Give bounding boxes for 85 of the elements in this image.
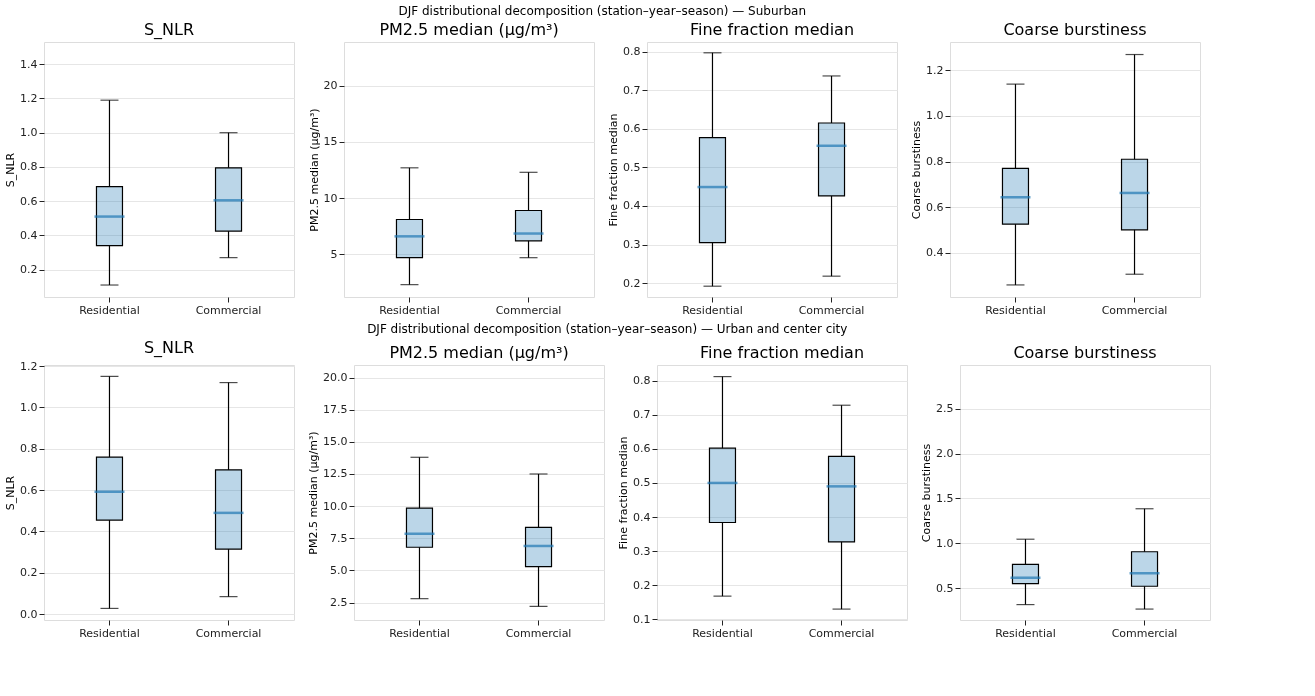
- y-tick-label: 1.5: [936, 491, 954, 505]
- y-tick-label: 10: [323, 191, 338, 205]
- y-tick-label: 0.6: [20, 483, 38, 497]
- y-tick-label: 20: [323, 79, 338, 93]
- y-tick-label: 0.4: [623, 199, 641, 213]
- y-tick-label: 0.6: [623, 122, 641, 136]
- x-tick-label: Residential: [682, 303, 743, 317]
- y-tick-label: 0.2: [623, 276, 641, 290]
- y-axis-title: Coarse burstiness: [910, 120, 924, 220]
- y-tick-label: 20.0: [323, 371, 348, 385]
- y-tick-label: 7.5: [330, 531, 348, 545]
- y-tick-label: 0.4: [20, 524, 38, 538]
- y-tick-label: 15.0: [323, 435, 348, 449]
- y-tick-label: 0.4: [633, 510, 651, 524]
- x-tick-label: Commercial: [505, 626, 572, 640]
- x-tick-label: Residential: [79, 303, 140, 317]
- y-tick-label: 1.2: [926, 63, 944, 77]
- y-axis-title: S_NLR: [4, 475, 18, 511]
- y-tick-label: 1.4: [20, 57, 38, 71]
- y-tick-label: 1.0: [20, 400, 38, 414]
- y-tick-label: 0.3: [623, 238, 641, 252]
- y-tick-label: 0.6: [20, 194, 38, 208]
- chart-title: S_NLR: [143, 338, 195, 359]
- y-axis-title: S_NLR: [4, 152, 18, 188]
- text: DJF distributional decomposition (station–year–season) — Suburban: [398, 3, 807, 18]
- x-tick-label: Commercial: [495, 303, 562, 317]
- y-tick-label: 0.6: [633, 442, 651, 456]
- text: DJF distributional decomposition (station–year–season) — Urban and center city: [367, 321, 848, 336]
- y-tick-label: 15: [323, 135, 338, 149]
- y-tick-label: 1.0: [20, 126, 38, 140]
- y-tick-label: 2.0: [936, 447, 954, 461]
- chart-title: Coarse burstiness: [1013, 343, 1157, 362]
- chart-title: Fine fraction median: [699, 343, 865, 362]
- y-tick-label: 0.8: [623, 45, 641, 59]
- y-tick-label: 1.0: [926, 109, 944, 123]
- y-tick-label: 0.6: [926, 200, 944, 214]
- y-tick-label: 0.8: [20, 442, 38, 456]
- y-tick-label: 10.0: [323, 499, 348, 513]
- y-tick-label: 1.2: [20, 91, 38, 105]
- x-tick-label: Commercial: [1101, 303, 1168, 317]
- y-tick-label: 0.8: [633, 374, 651, 388]
- y-tick-label: 5: [330, 247, 338, 261]
- x-tick-label: Commercial: [798, 303, 865, 317]
- x-tick-label: Commercial: [195, 303, 262, 317]
- chart-title: Coarse burstiness: [1003, 20, 1147, 39]
- y-tick-label: 0.2: [633, 578, 651, 592]
- y-tick-label: 0.5: [623, 160, 641, 174]
- y-tick-label: 0.8: [926, 155, 944, 169]
- y-tick-label: 0.3: [633, 544, 651, 558]
- y-tick-label: 0.0: [20, 607, 38, 621]
- y-tick-label: 5.0: [330, 563, 348, 577]
- chart-title: S_NLR: [143, 20, 195, 40]
- x-tick-label: Residential: [692, 626, 753, 640]
- y-tick-label: 1.2: [20, 359, 38, 373]
- y-axis-title: Fine fraction median: [607, 113, 621, 227]
- y-tick-label: 0.8: [20, 160, 38, 174]
- y-tick-label: 12.5: [323, 467, 348, 481]
- y-tick-label: 0.5: [633, 476, 651, 490]
- x-tick-label: Commercial: [195, 626, 262, 640]
- y-tick-label: 0.5: [936, 581, 954, 595]
- x-tick-label: Residential: [389, 626, 450, 640]
- chart-title: PM2.5 median (µg/m³): [379, 20, 559, 39]
- x-tick-label: Residential: [79, 626, 140, 640]
- y-tick-label: 2.5: [330, 596, 348, 610]
- chart-title: PM2.5 median (µg/m³): [389, 343, 569, 362]
- x-tick-label: Residential: [985, 303, 1046, 317]
- x-tick-label: Residential: [995, 626, 1056, 640]
- y-tick-label: 0.4: [926, 246, 944, 260]
- x-tick-label: Residential: [379, 303, 440, 317]
- y-tick-label: 0.1: [633, 612, 651, 626]
- y-tick-label: 1.0: [936, 536, 954, 550]
- y-tick-label: 0.7: [633, 408, 651, 422]
- y-axis-title: PM2.5 median (µg/m³): [307, 431, 321, 555]
- y-tick-label: 0.2: [20, 566, 38, 580]
- x-tick-label: Commercial: [808, 626, 875, 640]
- y-tick-label: 0.4: [20, 228, 38, 242]
- y-tick-label: 0.2: [20, 263, 38, 277]
- y-tick-label: 2.5: [936, 402, 954, 416]
- y-tick-label: 0.7: [623, 83, 641, 97]
- y-axis-title: PM2.5 median (µg/m³): [307, 108, 321, 232]
- y-axis-title: Fine fraction median: [617, 436, 631, 550]
- x-tick-label: Commercial: [1111, 626, 1178, 640]
- y-axis-title: Coarse burstiness: [920, 443, 934, 543]
- y-tick-label: 17.5: [323, 403, 348, 417]
- chart-title: Fine fraction median: [689, 20, 855, 39]
